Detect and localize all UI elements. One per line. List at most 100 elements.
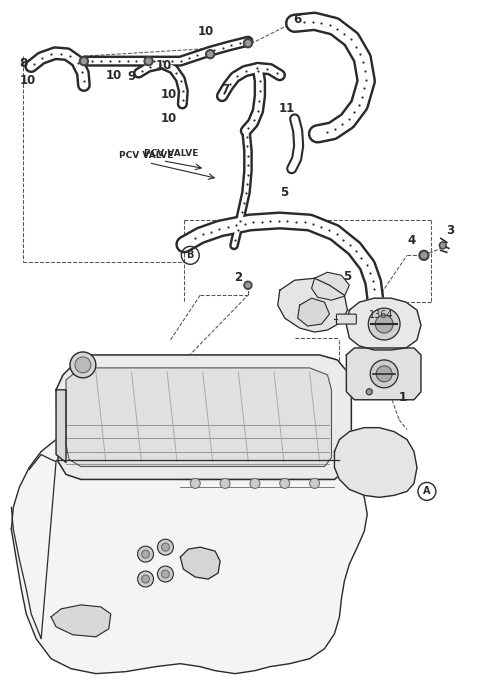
Point bbox=[240, 218, 248, 229]
Point bbox=[219, 42, 227, 53]
Text: 7: 7 bbox=[221, 82, 229, 95]
Polygon shape bbox=[12, 417, 367, 674]
Circle shape bbox=[144, 57, 153, 65]
Text: 10: 10 bbox=[160, 112, 177, 125]
Point bbox=[284, 216, 291, 227]
Circle shape bbox=[142, 550, 150, 558]
Point bbox=[226, 78, 234, 89]
Point bbox=[352, 245, 360, 256]
Point bbox=[292, 216, 300, 227]
FancyBboxPatch shape bbox=[336, 314, 356, 324]
Circle shape bbox=[146, 59, 151, 63]
Point bbox=[254, 106, 262, 116]
Point bbox=[177, 56, 184, 67]
Polygon shape bbox=[298, 298, 329, 326]
Point bbox=[97, 56, 105, 67]
Point bbox=[132, 56, 140, 67]
Point bbox=[359, 57, 367, 68]
Circle shape bbox=[208, 52, 213, 57]
Point bbox=[232, 220, 240, 231]
Circle shape bbox=[161, 543, 169, 551]
Point bbox=[115, 56, 122, 67]
Circle shape bbox=[138, 571, 154, 587]
Point bbox=[334, 23, 341, 34]
Point bbox=[300, 17, 308, 28]
Point bbox=[177, 76, 185, 86]
Circle shape bbox=[280, 479, 290, 488]
Point bbox=[124, 56, 132, 67]
Text: 1: 1 bbox=[399, 392, 407, 405]
Point bbox=[30, 59, 38, 69]
Point bbox=[362, 74, 370, 85]
Point bbox=[360, 65, 368, 76]
Point bbox=[338, 119, 346, 130]
Circle shape bbox=[368, 390, 371, 394]
Point bbox=[243, 178, 251, 189]
Point bbox=[138, 65, 145, 76]
Point bbox=[333, 229, 340, 240]
Polygon shape bbox=[335, 428, 417, 497]
Point bbox=[317, 18, 325, 29]
Point bbox=[345, 114, 353, 125]
Point bbox=[180, 85, 187, 96]
Text: PCV VALVE: PCV VALVE bbox=[119, 151, 173, 160]
Polygon shape bbox=[66, 368, 332, 466]
Point bbox=[88, 56, 96, 67]
Circle shape bbox=[138, 546, 154, 562]
Text: 10: 10 bbox=[160, 88, 177, 101]
Point bbox=[358, 91, 366, 102]
Point bbox=[363, 259, 371, 270]
Point bbox=[165, 61, 173, 72]
Circle shape bbox=[157, 566, 173, 582]
Point bbox=[38, 52, 46, 63]
Point bbox=[216, 223, 223, 234]
Point bbox=[210, 45, 218, 56]
Point bbox=[264, 63, 271, 74]
Circle shape bbox=[250, 479, 260, 488]
Point bbox=[339, 234, 347, 245]
Circle shape bbox=[161, 570, 169, 578]
Circle shape bbox=[244, 281, 252, 289]
Point bbox=[309, 16, 316, 27]
Point bbox=[236, 216, 243, 227]
Text: B: B bbox=[187, 251, 194, 260]
Circle shape bbox=[75, 357, 91, 373]
Point bbox=[242, 65, 250, 76]
Point bbox=[244, 141, 252, 152]
Text: PCV VALVE: PCV VALVE bbox=[144, 149, 198, 158]
Point bbox=[74, 57, 82, 68]
Point bbox=[57, 48, 65, 59]
Circle shape bbox=[441, 244, 445, 247]
Circle shape bbox=[220, 479, 230, 488]
Circle shape bbox=[368, 308, 400, 340]
Text: 11: 11 bbox=[279, 102, 295, 116]
Point bbox=[238, 206, 245, 217]
Polygon shape bbox=[347, 348, 421, 400]
Circle shape bbox=[419, 251, 429, 260]
Point bbox=[202, 47, 210, 58]
Point bbox=[254, 66, 262, 77]
Polygon shape bbox=[56, 390, 66, 462]
Point bbox=[348, 34, 355, 45]
Point bbox=[240, 197, 248, 208]
Point bbox=[355, 99, 363, 110]
Point bbox=[142, 56, 149, 67]
Point bbox=[224, 221, 231, 232]
Circle shape bbox=[375, 315, 393, 333]
Point bbox=[156, 59, 164, 70]
Point bbox=[356, 49, 364, 60]
Text: 2: 2 bbox=[234, 271, 242, 284]
Point bbox=[192, 233, 199, 244]
Text: 3: 3 bbox=[446, 224, 454, 237]
Point bbox=[360, 82, 368, 93]
Point bbox=[243, 131, 251, 142]
Text: 9: 9 bbox=[128, 69, 136, 82]
Point bbox=[233, 71, 240, 82]
Text: 10: 10 bbox=[197, 25, 214, 37]
Point bbox=[244, 159, 252, 170]
Circle shape bbox=[310, 479, 320, 488]
Point bbox=[78, 66, 86, 77]
Point bbox=[242, 188, 250, 199]
Point bbox=[323, 127, 330, 138]
Point bbox=[159, 56, 167, 67]
